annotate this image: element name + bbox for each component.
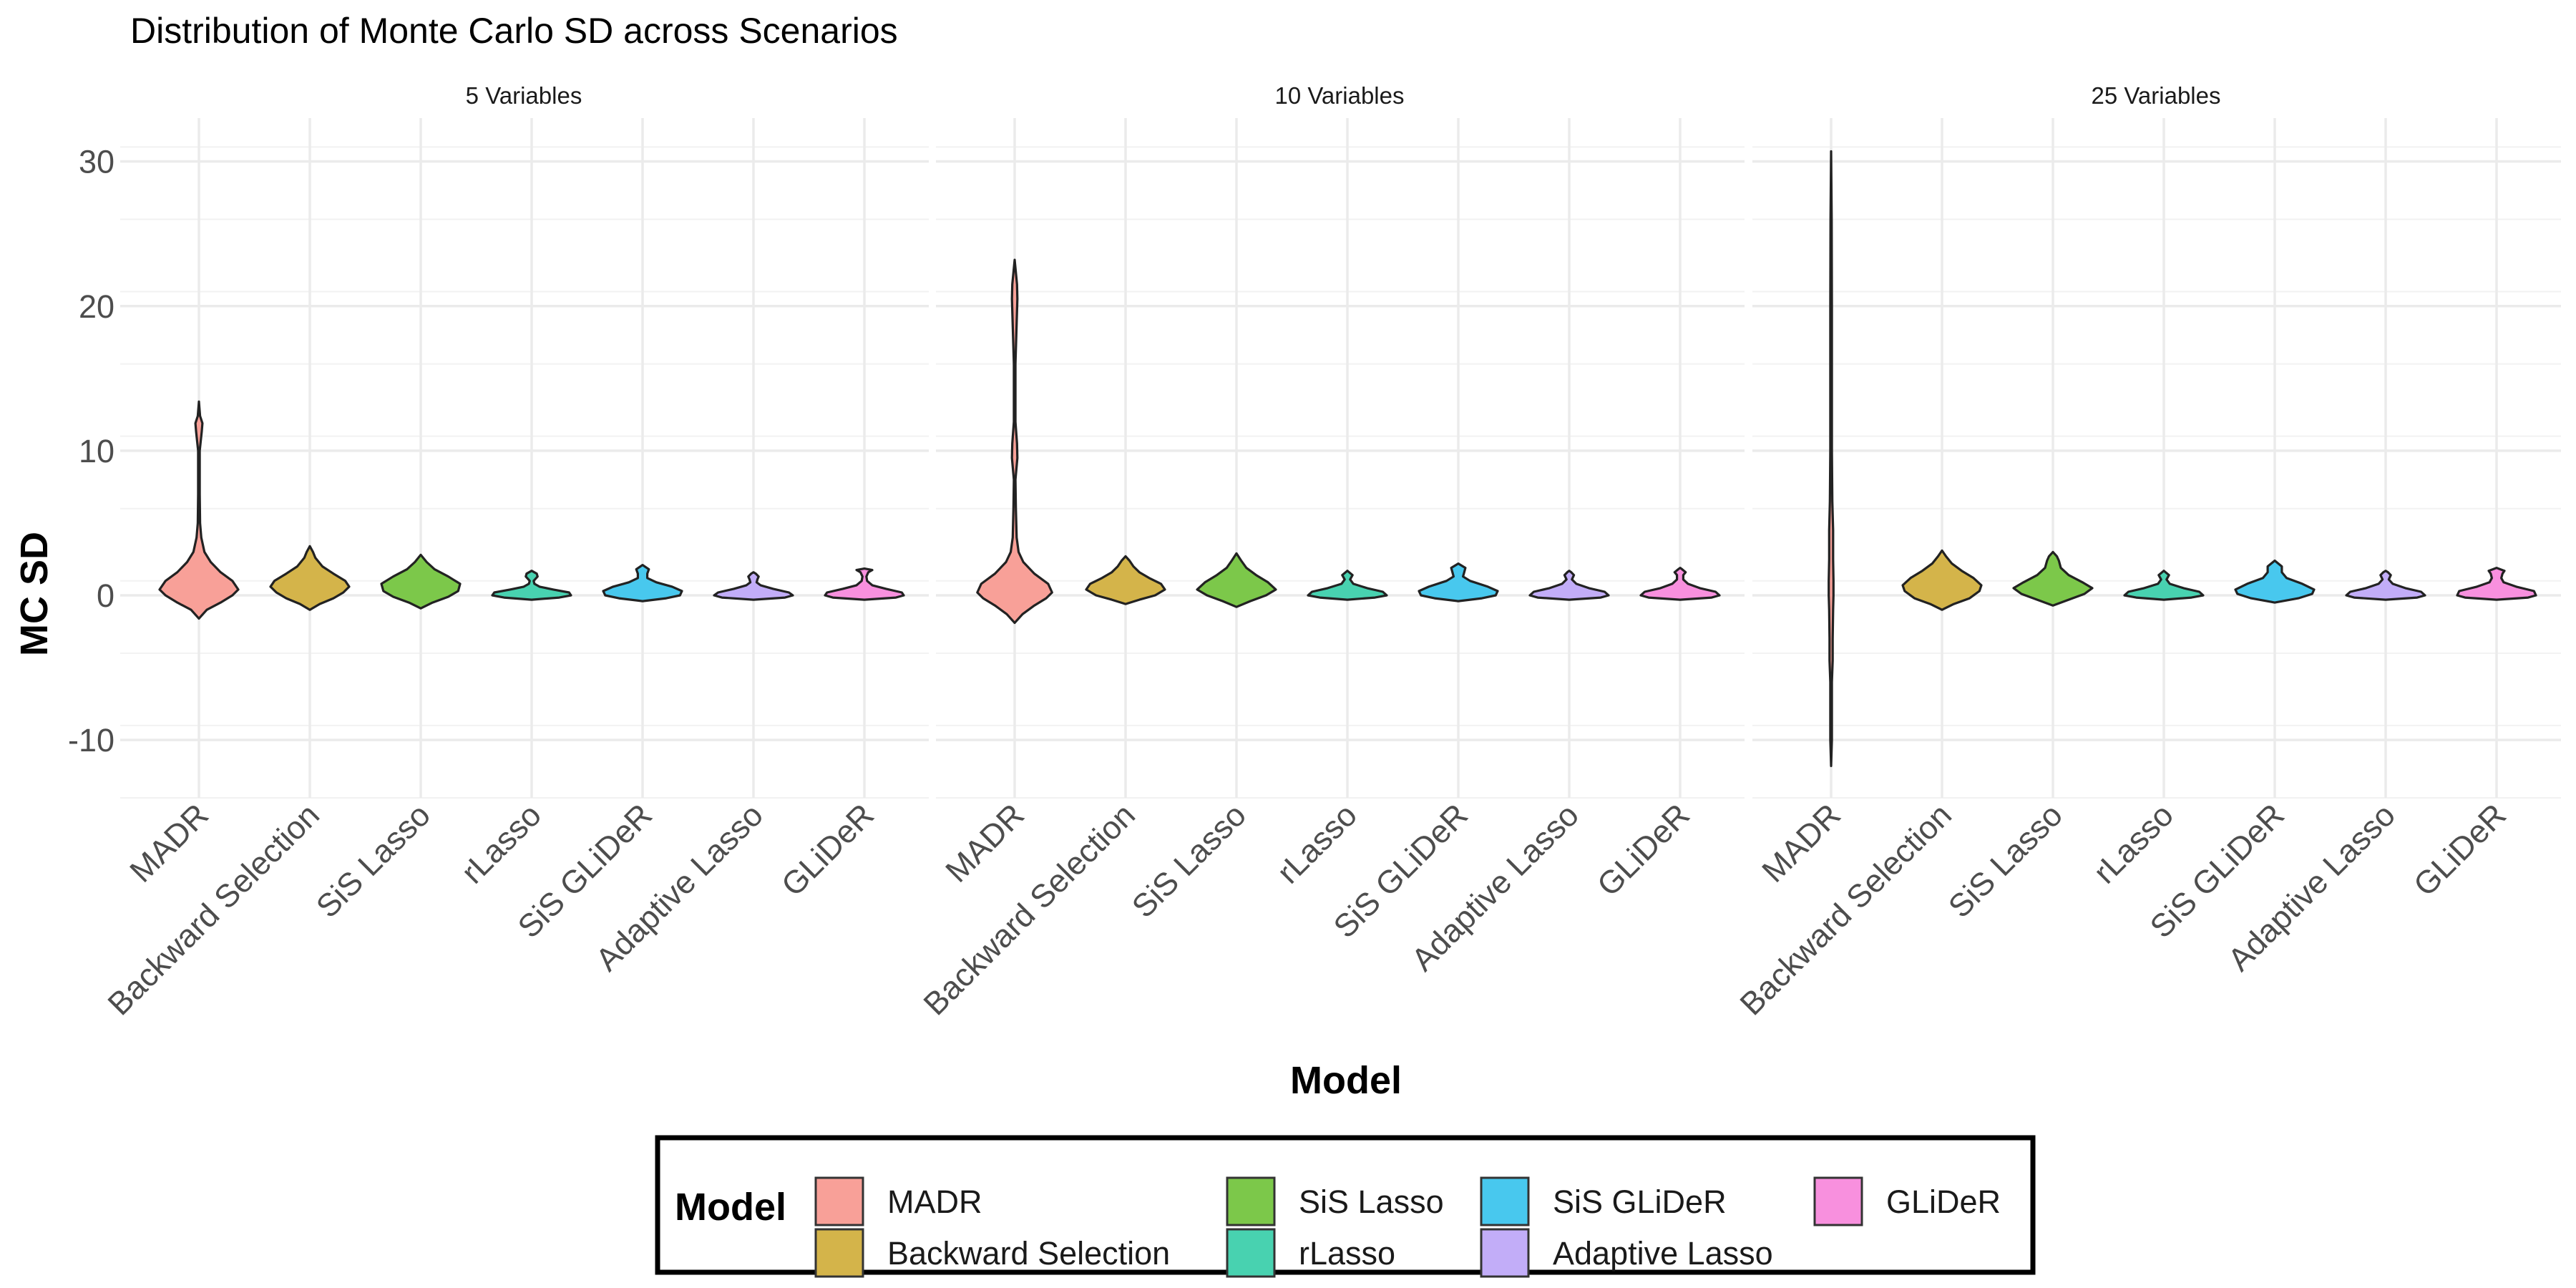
legend-item-madr: MADR (814, 1176, 982, 1226)
violin-5-variables-adaptive-lasso (713, 571, 794, 601)
legend-label: SiS Lasso (1299, 1184, 1444, 1220)
violin-10-variables-rlasso (1307, 570, 1388, 601)
violin-5-variables-madr (158, 400, 240, 620)
violin-25-variables-glider (2456, 567, 2537, 601)
violin-10-variables-adaptive-lasso (1528, 570, 1610, 601)
legend-label: GLiDeR (1886, 1184, 2001, 1220)
legend-items: MADR Backward Selection SiS Lasso rLasso SiS… (814, 1176, 2001, 1278)
y-tick-label: 30 (79, 144, 114, 180)
legend-item-sis-glider: SiS GLiDeR (1480, 1176, 1727, 1226)
violin-25-variables-sis-glider (2234, 559, 2316, 604)
legend-swatch (1813, 1176, 1863, 1226)
violin-10-variables-sis-glider (1418, 562, 1499, 602)
x-axis-title: Model (1290, 1059, 1402, 1102)
violin-25-variables-backward-selection (1901, 549, 1983, 611)
y-tick-label: -10 (68, 722, 114, 758)
legend-item-sis-lasso: SiS Lasso (1226, 1176, 1444, 1226)
violin-25-variables-sis-lasso (2012, 550, 2094, 607)
violin-25-variables-madr (1828, 150, 1835, 768)
legend-label: SiS GLiDeR (1553, 1184, 1727, 1220)
legend-swatch (1226, 1176, 1276, 1226)
legend-label: Backward Selection (887, 1235, 1170, 1272)
legend-title: Model (675, 1186, 786, 1229)
violin-5-variables-backward-selection (269, 545, 351, 611)
legend-item-rlasso: rLasso (1226, 1228, 1395, 1278)
violin-5-variables-sis-lasso (380, 553, 462, 610)
violin-10-variables-madr (976, 258, 1053, 624)
legend-label: MADR (887, 1184, 982, 1220)
violin-5-variables-sis-glider (602, 564, 683, 602)
facet-label: 5 Variables (466, 82, 582, 109)
violin-10-variables-backward-selection (1085, 555, 1166, 605)
violin-10-variables-glider (1639, 567, 1721, 601)
violin-5-variables-rlasso (491, 570, 572, 601)
y-tick-label: 20 (79, 288, 114, 325)
violin-25-variables-adaptive-lasso (2345, 570, 2426, 601)
legend-swatch (814, 1176, 864, 1226)
legend-swatch (1480, 1228, 1530, 1278)
y-tick-label: 0 (97, 577, 114, 614)
chart-title: Distribution of Monte Carlo SD across Sc… (130, 11, 898, 51)
y-axis-title: MC SD (13, 532, 56, 656)
legend-swatch (1480, 1176, 1530, 1226)
legend: Model MADR Backward Selection SiS Lasso rLa… (655, 1135, 2036, 1278)
legend-item-backward-selection: Backward Selection (814, 1228, 1170, 1278)
violin-25-variables-rlasso (2123, 570, 2205, 601)
legend-swatch (814, 1228, 864, 1278)
y-tick-label: 10 (79, 433, 114, 469)
y-axis: -10 0 10 20 30 (68, 144, 114, 759)
violin-10-variables-sis-lasso (1196, 552, 1277, 608)
legend-swatch (1226, 1228, 1276, 1278)
legend-item-glider: GLiDeR (1813, 1176, 2001, 1226)
legend-label: rLasso (1299, 1235, 1395, 1272)
facet-label: 25 Variables (2091, 82, 2220, 109)
legend-box (655, 1135, 2036, 1275)
legend-label: Adaptive Lasso (1553, 1235, 1773, 1272)
legend-item-adaptive-lasso: Adaptive Lasso (1480, 1228, 1773, 1278)
facet-label: 10 Variables (1274, 82, 1404, 109)
violin-5-variables-glider (824, 567, 905, 601)
